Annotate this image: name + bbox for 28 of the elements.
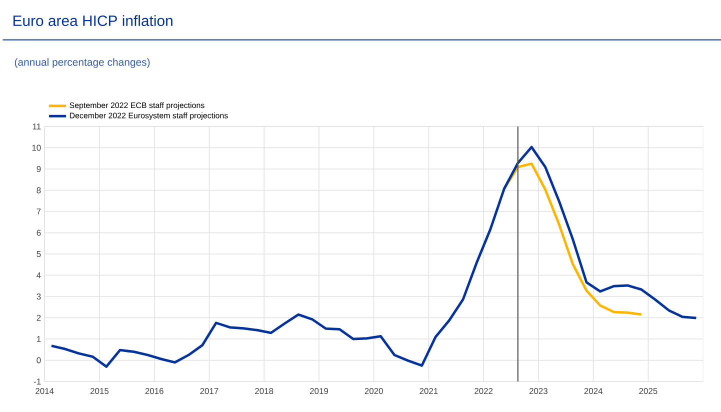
y-tick-label: 4 [36,272,41,278]
y-tick-label: 11 [32,123,41,130]
y-tick-label: 6 [36,230,41,236]
x-tick-label: 2016 [145,388,164,394]
x-tick-label: 2017 [200,388,218,394]
x-tick-label: 2020 [364,388,383,394]
y-tick-label: 8 [36,187,41,194]
y-tick-label: 2 [36,314,41,321]
x-tick-label: 2024 [584,388,603,394]
chart-title: Euro area HICP inflation [13,14,172,26]
x-tick-label: 2022 [474,388,493,394]
y-tick-label: 9 [36,166,41,172]
y-tick-label: -1 [34,378,41,384]
x-tick-label: 2021 [420,388,438,394]
x-tick-label: 2025 [639,388,658,394]
x-tick-label: 2014 [36,388,54,394]
x-tick-label: 2023 [529,388,548,394]
y-tick-label: 5 [36,250,41,257]
y-tick-label: 1 [37,336,41,342]
line-series [50,146,698,368]
x-tick-label: 2019 [310,388,328,394]
chart-subtitle: (annual percentage changes) [14,58,150,68]
y-tick-label: 0 [36,357,41,364]
y-tick-label: 10 [32,144,41,151]
y-tick-label: 7 [36,208,41,214]
x-tick-label: 2015 [90,388,109,394]
x-tick-label: 2018 [255,388,274,394]
y-tick-label: 3 [36,293,41,300]
